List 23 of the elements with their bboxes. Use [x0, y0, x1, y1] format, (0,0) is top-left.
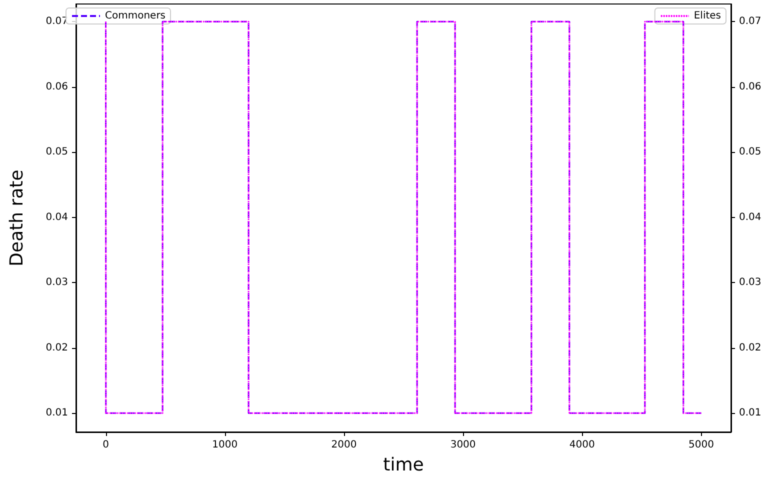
legend-label: Elites	[694, 10, 722, 22]
legend-label: Commoners	[105, 10, 166, 22]
x-tick-label: 3000	[450, 440, 476, 450]
y2-tick-label: 0.06	[739, 81, 762, 92]
y2-tick-label: 0.07	[739, 16, 762, 28]
y2-tick-label: 0.03	[739, 277, 762, 288]
y-tick-label: 0.03	[46, 277, 68, 288]
x-tick-label: 5000	[688, 440, 714, 450]
y2-tick-label: 0.04	[739, 212, 762, 223]
y-tick-label: 0.06	[46, 81, 68, 92]
y-tick-label: 0.01	[46, 408, 68, 419]
x-tick-label: 0	[102, 440, 109, 450]
x-axis-title: time	[383, 454, 424, 476]
x-tick-label: 1000	[212, 440, 238, 450]
y2-tick-label: 0.01	[739, 408, 762, 419]
y2-tick-label: 0.02	[739, 342, 762, 354]
y-tick-label: 0.02	[46, 342, 68, 354]
y-axis-title: Death rate	[6, 170, 28, 266]
x-tick-label: 2000	[331, 440, 357, 450]
y-tick-label: 0.05	[46, 146, 68, 158]
y2-tick-label: 0.05	[739, 146, 762, 158]
y-tick-label: 0.04	[46, 212, 68, 223]
x-tick-label: 4000	[569, 440, 595, 450]
